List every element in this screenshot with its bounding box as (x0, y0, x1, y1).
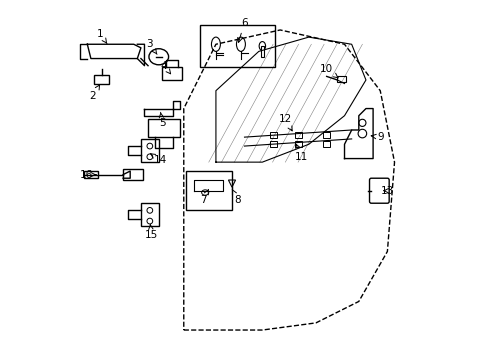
Text: 11: 11 (294, 144, 307, 162)
Bar (148, 119, 180, 137)
Text: 10: 10 (320, 64, 338, 78)
Text: 4: 4 (161, 61, 170, 74)
Bar (123, 169, 142, 180)
Bar (337, 76, 346, 82)
Text: 7: 7 (200, 189, 208, 204)
Bar (323, 132, 329, 138)
Bar (141, 139, 159, 162)
Bar (269, 141, 276, 147)
Text: 5: 5 (159, 112, 165, 128)
Text: 3: 3 (146, 39, 157, 54)
Text: 14: 14 (150, 154, 167, 165)
Bar (94, 75, 108, 84)
Text: 16: 16 (80, 170, 96, 180)
Text: 9: 9 (370, 132, 383, 142)
Text: 15: 15 (145, 225, 158, 240)
Bar (294, 141, 301, 147)
Bar (294, 132, 301, 138)
Bar (83, 171, 98, 178)
Text: 2: 2 (89, 85, 100, 101)
Text: 12: 12 (278, 114, 292, 131)
Text: 1: 1 (96, 28, 107, 44)
Text: 6: 6 (237, 18, 247, 42)
Bar (323, 141, 329, 147)
Bar (260, 46, 264, 57)
Text: 13: 13 (380, 186, 393, 196)
Text: 8: 8 (232, 189, 240, 204)
Bar (141, 203, 159, 226)
Bar (269, 132, 276, 138)
Bar (162, 67, 182, 80)
